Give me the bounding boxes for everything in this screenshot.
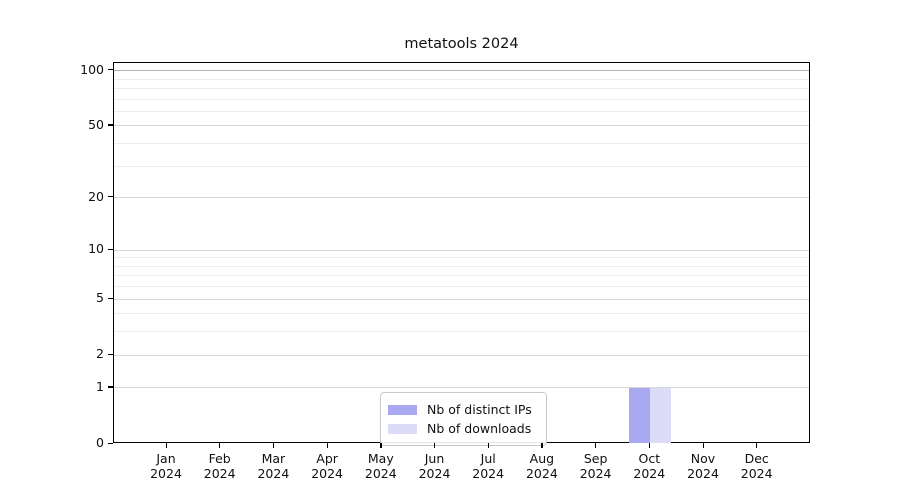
major-gridline [114,125,809,127]
minor-gridline [114,78,809,80]
minor-gridline [114,87,809,89]
y-tick-mark [108,353,113,355]
x-tick-month: Dec [744,451,769,466]
x-tick-label: Jan 2024 [136,451,196,481]
x-tick-mark [219,443,221,448]
x-tick-year: 2024 [311,466,343,481]
legend: Nb of distinct IPs Nb of downloads [380,392,547,446]
minor-gridline [114,313,809,315]
major-gridline [114,70,809,72]
x-tick-mark [595,443,597,448]
x-tick-label: Jul 2024 [458,451,518,481]
x-tick-mark [487,443,489,448]
legend-label: Nb of distinct IPs [427,402,532,417]
x-tick-mark [326,443,328,448]
x-tick-month: Nov [690,451,716,466]
y-tick-label: 0 [96,435,104,450]
y-tick-label: 5 [96,290,104,306]
x-tick-year: 2024 [525,466,558,481]
x-tick-label: Dec 2024 [727,451,787,481]
x-tick-year: 2024 [740,466,773,481]
x-tick-mark [434,443,436,448]
x-tick-mark [648,443,651,448]
minor-gridline [114,110,809,112]
y-tick-mark [108,124,113,126]
x-tick-mark [165,443,167,448]
x-tick-year: 2024 [203,466,236,481]
legend-item: Nb of downloads [388,419,537,438]
x-tick-month: May [367,451,394,466]
x-tick-month: Mar [261,451,286,466]
minor-gridline [114,265,809,267]
minor-gridline [114,165,809,167]
y-tick-mark [108,69,113,71]
x-tick-month: Jan [156,451,176,466]
x-tick-month: Feb [208,451,231,466]
x-tick-label: Oct 2024 [619,451,679,481]
minor-gridline [114,257,809,259]
x-tick-month: Oct [638,451,661,466]
legend-label: Nb of downloads [427,421,532,436]
x-tick-mark [272,443,275,448]
y-tick-mark [108,442,113,444]
x-tick-year: 2024 [257,466,290,481]
x-tick-year: 2024 [633,466,666,481]
legend-swatch [388,404,417,415]
x-tick-label: May 2024 [351,451,411,481]
y-tick-mark [108,248,113,250]
minor-gridline [114,286,809,288]
x-tick-year: 2024 [418,466,451,481]
x-tick-label: Apr 2024 [297,451,357,481]
y-tick-mark [108,196,113,198]
x-tick-label: Feb 2024 [190,451,250,481]
y-tick-label: 10 [88,241,104,256]
x-tick-label: Nov 2024 [673,451,733,481]
x-tick-year: 2024 [687,466,719,481]
chart-title: metatools 2024 [404,36,519,52]
y-tick-label: 2 [96,346,104,362]
x-tick-year: 2024 [579,466,612,481]
y-tick-mark [108,386,113,388]
major-gridline [114,197,809,199]
x-tick-year: 2024 [364,466,397,481]
y-tick-mark [108,297,113,299]
x-tick-mark [380,443,382,448]
major-gridline [114,354,809,356]
plot-area: Nb of distinct IPs Nb of downloads [113,62,810,446]
minor-gridline [114,331,809,333]
bar-nb-of-distinct-ips [629,387,651,443]
bar-nb-of-downloads [650,387,672,443]
x-tick-mark [541,443,543,448]
y-tick-label: 1 [96,378,104,394]
x-tick-mark [756,443,758,448]
x-tick-label: Mar 2024 [243,451,303,481]
x-tick-year: 2024 [472,466,505,481]
minor-gridline [114,98,809,100]
x-tick-year: 2024 [150,466,182,481]
minor-gridline [114,275,809,277]
x-tick-label: Aug 2024 [512,451,572,481]
legend-swatch [388,423,417,434]
x-tick-label: Jun 2024 [405,451,465,481]
major-gridline [114,249,809,251]
x-tick-month: Jul [480,451,496,466]
x-tick-month: Sep [583,451,608,466]
legend-item: Nb of distinct IPs [388,400,537,419]
x-tick-month: Apr [316,451,338,466]
x-tick-month: Jun [424,451,445,466]
major-gridline [114,387,809,389]
x-tick-month: Aug [529,451,555,466]
y-tick-label: 20 [88,188,104,204]
minor-gridline [114,143,809,145]
y-tick-label: 100 [80,61,104,77]
major-gridline [114,298,809,300]
x-tick-mark [702,443,704,448]
y-tick-label: 50 [88,116,104,132]
x-tick-label: Sep 2024 [566,451,626,481]
